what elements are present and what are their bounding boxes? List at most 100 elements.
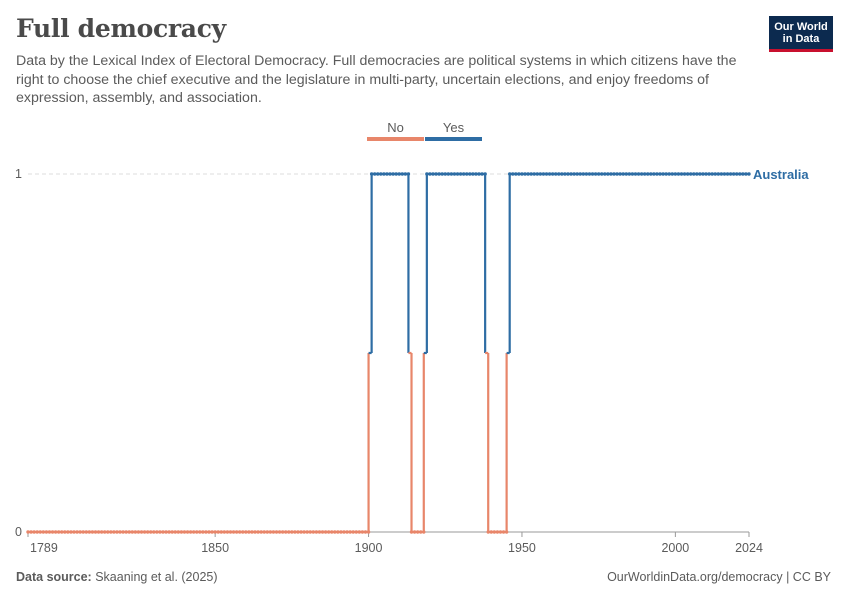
data-point-1805: [75, 530, 79, 534]
data-point-2004: [685, 172, 690, 176]
data-point-1868: [268, 530, 273, 534]
data-point-1934: [471, 172, 475, 176]
data-point-1899: [363, 530, 368, 534]
data-point-1910: [397, 172, 401, 176]
data-point-1968: [575, 172, 579, 176]
data-point-1882: [311, 530, 316, 534]
data-point-1988: [636, 172, 641, 176]
data-point-1893: [345, 530, 349, 534]
x-tick-label-2024: 2024: [735, 541, 763, 555]
data-point-1917: [419, 530, 423, 534]
data-point-1909: [394, 172, 398, 176]
data-point-1973: [590, 172, 595, 176]
data-point-1925: [443, 172, 447, 176]
data-point-1951: [523, 172, 527, 176]
data-source-text[interactable]: Skaaning et al. (2025): [95, 570, 218, 584]
data-point-1924: [440, 172, 444, 176]
data-point-1953: [529, 172, 533, 176]
data-point-1966: [569, 172, 573, 176]
data-point-1811: [93, 530, 98, 534]
data-point-1926: [446, 172, 451, 176]
owid-logo[interactable]: Our World in Data: [769, 16, 833, 52]
data-point-1944: [501, 530, 506, 534]
data-point-1796: [47, 530, 52, 534]
data-point-1907: [388, 172, 392, 176]
logo-line-1: Our World: [774, 21, 828, 33]
data-point-1961: [554, 172, 558, 176]
data-point-1871: [277, 530, 282, 534]
data-point-1933: [468, 172, 472, 176]
legend-swatch-yes: [425, 137, 482, 141]
data-point-2024: [747, 172, 751, 176]
data-point-1954: [532, 172, 536, 176]
data-point-2006: [692, 172, 696, 176]
data-point-1995: [658, 172, 662, 176]
data-point-1816: [109, 530, 113, 534]
data-point-1876: [293, 530, 297, 534]
data-point-2016: [722, 172, 727, 176]
data-point-1873: [284, 530, 288, 534]
data-point-1957: [541, 172, 546, 176]
data-point-1999: [670, 172, 674, 176]
legend-label-no: No: [387, 120, 404, 135]
data-point-1906: [385, 172, 389, 176]
data-point-1919: [425, 172, 429, 176]
data-point-1978: [606, 172, 610, 176]
footer-url[interactable]: OurWorldinData.org/democracy | CC BY: [607, 570, 831, 584]
x-tick-label-1900: 1900: [355, 541, 383, 555]
data-point-1903: [376, 172, 380, 176]
data-point-1848: [207, 530, 211, 534]
data-point-1791: [32, 530, 36, 534]
data-point-2000: [673, 172, 678, 176]
data-point-2005: [689, 172, 693, 176]
data-point-1983: [621, 172, 625, 176]
data-point-1937: [480, 172, 484, 176]
data-point-2003: [682, 172, 687, 176]
y-axis: 01: [15, 167, 22, 539]
data-point-1815: [106, 530, 110, 534]
data-point-1928: [452, 172, 457, 176]
data-point-1911: [400, 172, 405, 176]
data-point-1867: [265, 530, 270, 534]
data-point-1977: [603, 172, 607, 176]
data-point-1860: [244, 530, 248, 534]
data-point-1930: [458, 172, 463, 176]
data-point-1955: [535, 172, 540, 176]
data-point-2015: [719, 172, 724, 176]
data-point-1972: [587, 172, 592, 176]
data-point-1885: [320, 530, 325, 534]
data-point-1831: [155, 530, 159, 534]
data-point-1996: [661, 172, 665, 176]
data-point-1922: [434, 172, 438, 176]
data-point-1872: [280, 530, 285, 534]
data-point-1857: [234, 530, 239, 534]
data-point-1993: [652, 172, 656, 176]
data-point-1866: [262, 530, 266, 534]
data-point-1895: [351, 530, 355, 534]
data-point-1797: [50, 530, 55, 534]
data-point-1950: [520, 172, 524, 176]
data-source: Data source: Skaaning et al. (2025): [16, 570, 218, 584]
y-tick-label-0: 0: [15, 525, 22, 539]
data-point-1824: [133, 530, 138, 534]
data-point-1985: [627, 172, 632, 176]
logo-line-2: in Data: [782, 33, 820, 45]
data-point-1800: [60, 530, 64, 534]
data-point-2009: [701, 172, 705, 176]
legend[interactable]: No Yes: [367, 120, 482, 141]
data-point-1894: [348, 530, 352, 534]
data-point-1897: [357, 530, 362, 534]
series-australia[interactable]: [26, 172, 751, 534]
data-point-1941: [492, 530, 497, 534]
data-point-1795: [44, 530, 49, 534]
data-point-1991: [646, 172, 650, 176]
data-point-1814: [103, 530, 107, 534]
series-labels[interactable]: Australia: [753, 167, 809, 182]
data-point-2018: [728, 172, 733, 176]
data-point-1948: [514, 172, 518, 176]
data-point-1886: [323, 530, 328, 534]
data-point-1987: [633, 172, 638, 176]
data-point-1869: [271, 530, 276, 534]
chart-title: Full democracy: [16, 14, 226, 43]
